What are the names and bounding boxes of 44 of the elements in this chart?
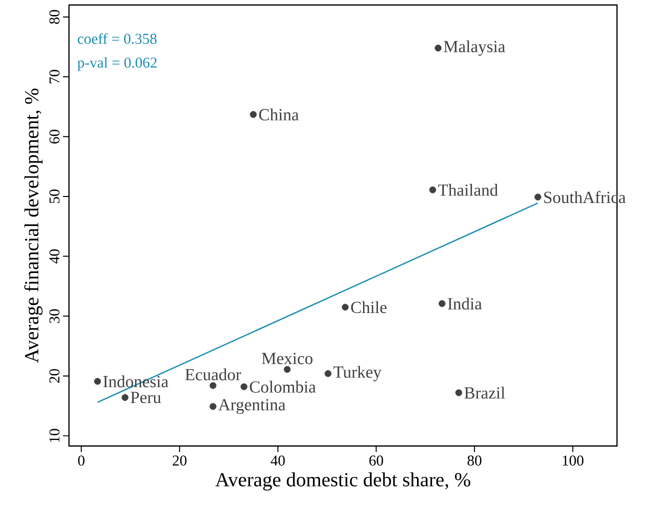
point [438,300,446,307]
annotation: Mexico [262,352,312,364]
x-tick-label: 20 [172,456,186,466]
annotation: Colombia [250,380,316,393]
annotation: Brazil [464,386,505,399]
annotation: China [259,108,299,120]
annotation: coeff = 0.358 [78,33,157,44]
annotation: Turkey [334,366,382,382]
y-tick-label: 70 [49,70,60,84]
annotation: p-val = 0.062 [77,57,157,71]
y-tick-label: 80 [49,10,60,24]
point [284,366,291,373]
x-tick-label: 40 [270,456,285,466]
point [240,383,248,390]
annotation: Malaysia [444,40,506,56]
y-tick-label: 40 [49,249,60,264]
annotation: Chile [351,301,387,314]
y-tick-label: 10 [49,428,60,442]
point [210,382,216,389]
point [250,111,257,118]
point [122,394,128,401]
point [324,370,332,377]
y-tick-label: 20 [49,369,60,383]
point [429,186,436,194]
point [342,304,349,311]
annotation: Ecuador [185,368,242,380]
point [94,378,101,385]
point [210,403,216,410]
y-tick-label: 60 [49,130,60,144]
annotation: India [448,298,482,310]
y-tick-label: 50 [49,190,60,204]
x-axis-title: Average domestic debt share, % [215,472,470,491]
annotation: Argentina [218,399,286,414]
y-axis-title: Average financial development, % [24,88,43,363]
x-tick-label: 100 [562,456,584,466]
point [434,44,442,52]
point [534,194,542,200]
x-tick-label: 0 [78,456,84,466]
annotation: Thailand [438,184,498,196]
point [455,389,462,396]
x-tick-label: 80 [468,456,482,466]
annotation: Peru [130,392,161,404]
y-tick-label: 30 [49,309,60,323]
x-tick-label: 60 [369,456,384,466]
